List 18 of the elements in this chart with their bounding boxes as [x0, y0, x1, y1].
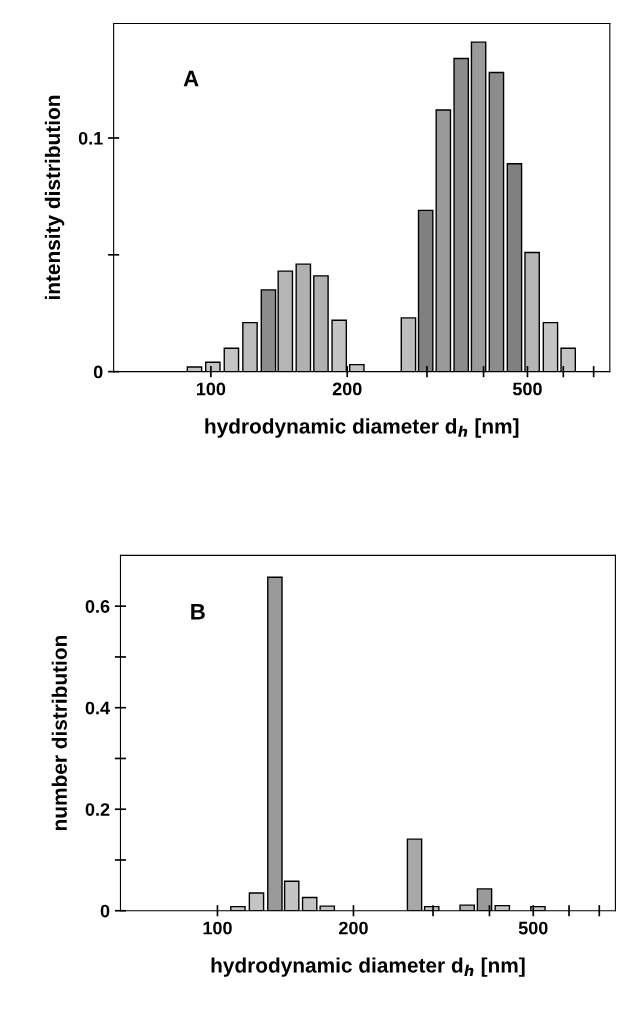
- y-tick-label: 0.2: [85, 803, 110, 816]
- y-tick-label: 0: [100, 904, 110, 918]
- y-tick-label: 0.4: [85, 701, 110, 715]
- y-tick-label: 0: [93, 365, 103, 379]
- x-tick-label: 500: [518, 921, 548, 935]
- x-tick-label: 200: [339, 921, 368, 935]
- x-tick-label: 500: [512, 382, 542, 396]
- x-axis-title: hydrodynamic diameter d$_{h}$ [nm]: [211, 957, 525, 977]
- y-axis-title: number distribution: [51, 635, 67, 831]
- annotation: A: [183, 70, 199, 87]
- y-tick-label: 0.1: [78, 131, 103, 145]
- annotation: B: [191, 604, 205, 620]
- y-axis-title: intensity distribution: [44, 95, 65, 300]
- x-tick-label: 100: [203, 921, 232, 935]
- x-tick-label: 100: [196, 382, 226, 396]
- x-axis-title: hydrodynamic diameter d$_{h}$ [nm]: [205, 418, 519, 438]
- y-tick-label: 0.6: [85, 600, 110, 613]
- x-tick-label: 200: [332, 382, 362, 396]
